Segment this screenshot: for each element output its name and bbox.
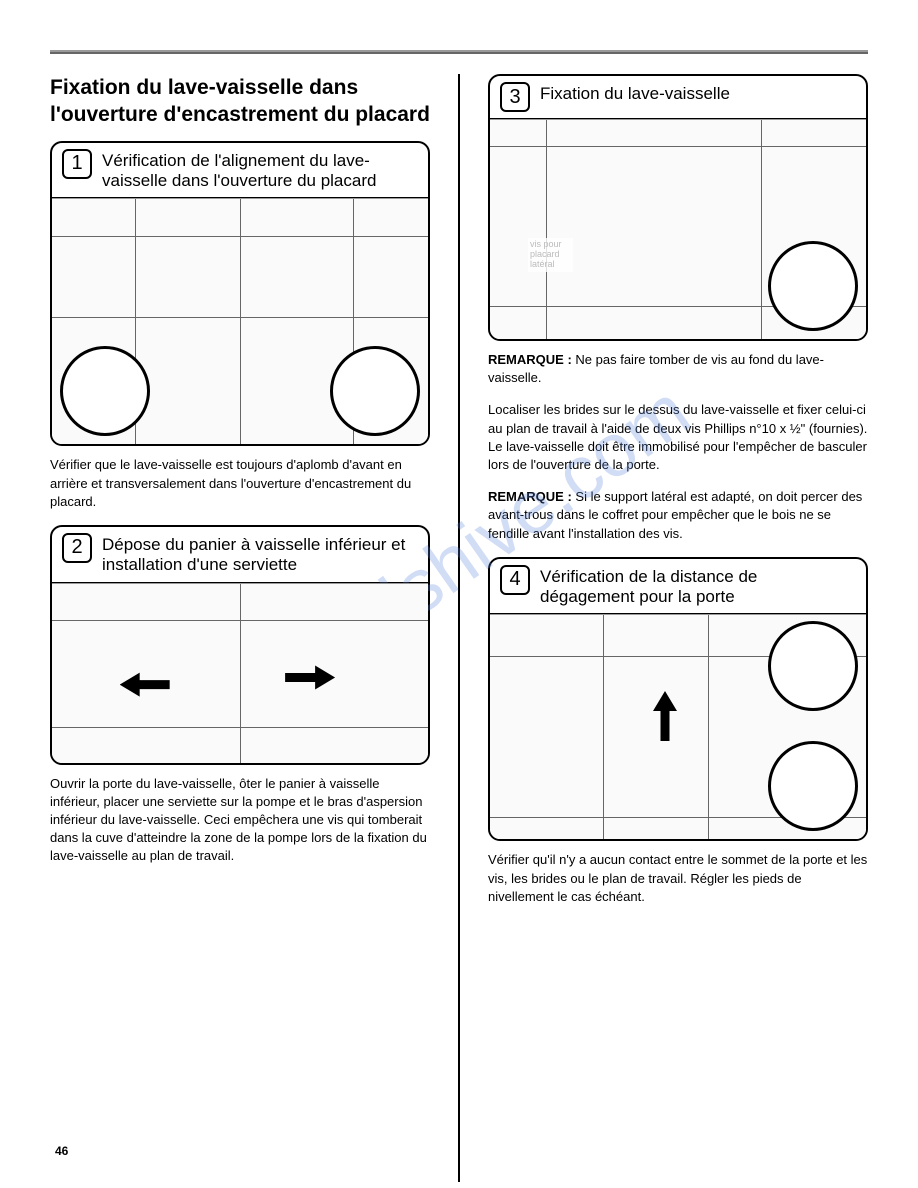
step-3-remark-1: REMARQUE : Ne pas faire tomber de vis au…: [488, 351, 868, 387]
step-2-box: 2 Dépose du panier à vaisselle inférieur…: [50, 525, 430, 765]
step-3-illustration: vis pour placard latéral: [490, 119, 866, 339]
step-3-remark-2: REMARQUE : Si le support latéral est ada…: [488, 488, 868, 543]
step-3-header: 3 Fixation du lave-vaisselle: [490, 76, 866, 119]
side-screw-label: vis pour placard latéral: [528, 238, 573, 272]
step-3-title: Fixation du lave-vaisselle: [540, 82, 730, 104]
top-horizontal-rule: [50, 50, 868, 54]
right-column: 3 Fixation du lave-vaisselle vis pour pl…: [488, 74, 868, 1182]
step-3-number: 3: [500, 82, 530, 112]
detail-circle-level-front: [60, 346, 150, 436]
page-two-column-layout: Fixation du lave-vaisselle dans l'ouvert…: [50, 74, 868, 1182]
detail-circle-leveling-foot: [768, 741, 858, 831]
step-1-header: 1 Vérification de l'alignement du lave-v…: [52, 143, 428, 199]
detail-circle-screw-rotation: [768, 241, 858, 331]
step-2-illustration: [52, 583, 428, 763]
tub-lineart: [52, 584, 428, 763]
remark-label-1: REMARQUE :: [488, 352, 572, 367]
step-4-box: 4 Vérification de la distance de dégagem…: [488, 557, 868, 842]
step-1-illustration: [52, 198, 428, 444]
step-1-body-text: Vérifier que le lave-vaisselle est toujo…: [50, 456, 430, 511]
step-2-header: 2 Dépose du panier à vaisselle inférieur…: [52, 527, 428, 583]
step-4-header: 4 Vérification de la distance de dégagem…: [490, 559, 866, 615]
step-4-title: Vérification de la distance de dégagemen…: [540, 565, 856, 608]
step-3-box: 3 Fixation du lave-vaisselle vis pour pl…: [488, 74, 868, 341]
step-1-box: 1 Vérification de l'alignement du lave-v…: [50, 141, 430, 447]
main-section-title: Fixation du lave-vaisselle dans l'ouvert…: [50, 74, 430, 129]
step-1-title: Vérification de l'alignement du lave-vai…: [102, 149, 418, 192]
center-vertical-divider: [458, 74, 460, 1182]
step-1-number: 1: [62, 149, 92, 179]
step-2-title: Dépose du panier à vaisselle inférieur e…: [102, 533, 418, 576]
step-2-body-text: Ouvrir la porte du lave-vaisselle, ôter …: [50, 775, 430, 866]
detail-circle-top-screw: [768, 621, 858, 711]
page-number: 46: [55, 1144, 68, 1158]
step-4-illustration: [490, 614, 866, 839]
step-4-number: 4: [500, 565, 530, 595]
step-3-body-text: Localiser les brides sur le dessus du la…: [488, 401, 868, 474]
remark-label-2: REMARQUE :: [488, 489, 572, 504]
step-2-number: 2: [62, 533, 92, 563]
step-4-body-text: Vérifier qu'il n'y a aucun contact entre…: [488, 851, 868, 906]
detail-circle-level-side: [330, 346, 420, 436]
left-column: Fixation du lave-vaisselle dans l'ouvert…: [50, 74, 430, 1182]
